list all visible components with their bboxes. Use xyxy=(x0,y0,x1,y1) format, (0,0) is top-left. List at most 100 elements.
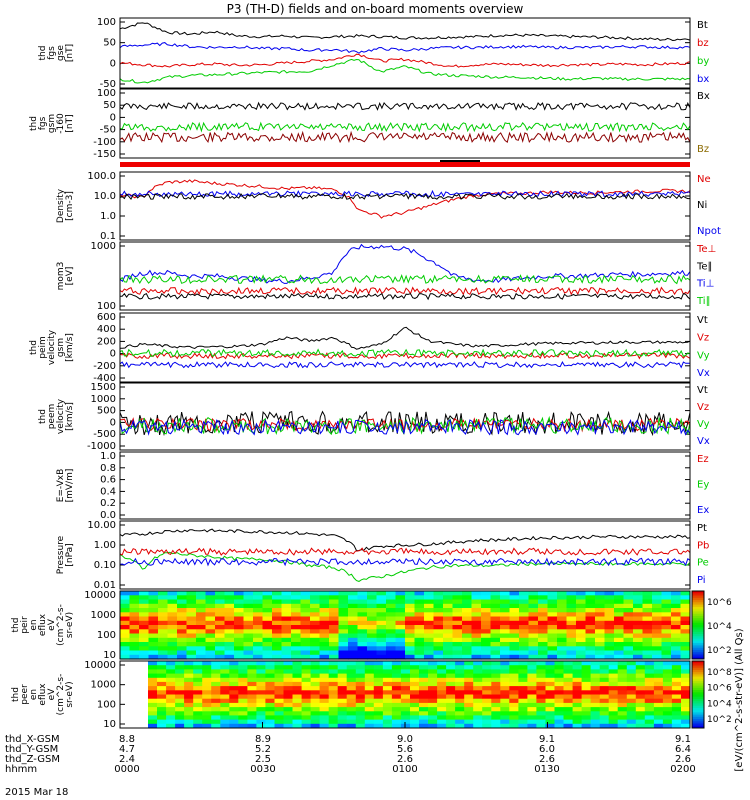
spectrogram-cell xyxy=(301,677,312,683)
spectrogram-cell xyxy=(247,719,257,725)
spectrogram-cell xyxy=(292,698,302,704)
spectrogram-cell xyxy=(614,646,624,652)
spectrogram-cell xyxy=(129,599,140,605)
y-tick-label: -50 xyxy=(100,125,116,136)
spectrogram-cell xyxy=(338,595,349,601)
spectrogram-cell xyxy=(585,620,596,626)
spectrogram-cell xyxy=(373,702,384,708)
spectrogram-cell xyxy=(545,665,555,670)
spectrogram-cell xyxy=(608,694,619,700)
spectrogram-cell xyxy=(256,665,266,670)
spectrogram-cell xyxy=(481,637,491,643)
spectrogram-cell xyxy=(635,665,646,670)
spectrogram-cell xyxy=(400,686,411,691)
spectrogram-cell xyxy=(328,715,339,721)
spectrogram-cell xyxy=(196,620,206,626)
y-tick-label: 10.00 xyxy=(87,520,116,531)
spectrogram-cell xyxy=(224,633,235,639)
spectrogram-cell xyxy=(410,694,420,700)
spectrogram-cell xyxy=(623,654,634,660)
spectrogram-cell xyxy=(563,677,573,683)
spectrogram-cell xyxy=(265,698,275,704)
y-axis-label: peem xyxy=(47,404,57,430)
spectrogram-cell xyxy=(238,673,248,679)
spectrogram-cell xyxy=(576,595,586,601)
spectrogram-cell xyxy=(265,686,275,691)
spectrogram-cell xyxy=(229,694,239,700)
spectrogram-cell xyxy=(177,637,187,643)
spectrogram-cell xyxy=(205,642,216,647)
spectrogram-cell xyxy=(234,637,244,643)
spectrogram-cell xyxy=(536,723,546,729)
spectrogram-cell xyxy=(473,702,483,708)
spectrogram-cell xyxy=(473,665,483,670)
spectrogram-cell xyxy=(414,599,425,605)
y-axis-label: (cm^2-s- xyxy=(56,674,66,716)
spectrogram-cell xyxy=(328,661,339,666)
spectrogram-cell xyxy=(473,723,483,729)
spectrogram-cell xyxy=(158,654,168,660)
legend-bz: bz xyxy=(697,38,709,49)
colorbar-segment xyxy=(692,683,704,686)
spectrogram-cell xyxy=(167,599,178,605)
spectrogram-cell xyxy=(547,608,558,613)
spectrogram-cell xyxy=(635,694,646,700)
spectrogram-cell xyxy=(395,612,406,618)
spectrogram-cell xyxy=(536,661,546,666)
spectrogram-cell xyxy=(301,702,312,708)
spectrogram-cell xyxy=(391,715,402,721)
spectrogram-cell xyxy=(291,603,301,609)
spectrogram-cell xyxy=(633,637,643,643)
spectrogram-cell xyxy=(671,694,682,700)
spectrogram-cell xyxy=(376,599,387,605)
spectrogram-cell xyxy=(355,686,366,691)
spectrogram-cell xyxy=(300,642,311,647)
spectrogram-cell xyxy=(158,650,168,656)
spectrogram-cell xyxy=(148,690,158,695)
spectrogram-cell xyxy=(256,698,266,704)
y-tick-label: 100 xyxy=(97,301,116,312)
spectrogram-cell xyxy=(205,599,216,605)
spectrogram-cell xyxy=(419,661,429,666)
spectrogram-cell xyxy=(166,723,176,729)
colorbar-segment xyxy=(692,716,704,720)
spectrogram-cell xyxy=(364,723,375,729)
spectrogram-cell xyxy=(120,612,130,618)
spectrogram-cell xyxy=(243,608,254,613)
spectrogram-cell xyxy=(547,595,558,601)
spectrogram-cell xyxy=(193,698,203,704)
series-fgs-gse-bx xyxy=(119,42,691,54)
spectrogram-cell xyxy=(357,637,368,643)
spectrogram-cell xyxy=(528,620,539,626)
spectrogram-cell xyxy=(617,723,628,729)
spectrogram-cell xyxy=(433,599,444,605)
spectrogram-cell xyxy=(633,629,643,635)
spectrogram-cell xyxy=(281,616,292,622)
spectrogram-cell xyxy=(424,599,434,605)
spectrogram-cell xyxy=(410,686,420,691)
spectrogram-cell xyxy=(481,603,491,609)
spectrogram-cell xyxy=(545,681,555,687)
spectrogram-cell xyxy=(614,637,624,643)
spectrogram-cell xyxy=(437,677,447,683)
y-axis-label: eV xyxy=(47,618,57,631)
spectrogram-cell xyxy=(265,669,275,675)
spectrogram-cell xyxy=(433,603,444,609)
spectrogram-cell xyxy=(642,612,653,618)
spectrogram-cell xyxy=(386,603,396,609)
y-axis-label: eflux xyxy=(38,683,48,706)
spectrogram-cell xyxy=(414,612,425,618)
spectrogram-cell xyxy=(626,669,637,675)
spectrogram-cell xyxy=(243,646,254,652)
colorbar-segment xyxy=(692,627,704,631)
colorbar-segment xyxy=(692,649,704,653)
spectrogram-cell xyxy=(205,608,216,613)
spectrogram-cell xyxy=(148,595,159,601)
spectrogram-cell xyxy=(681,669,691,675)
spectrogram-cell xyxy=(433,637,444,643)
colorbar-segment xyxy=(692,602,704,606)
spectrogram-cell xyxy=(202,665,212,670)
spectrogram-cell xyxy=(346,681,357,687)
spectrogram-cell xyxy=(337,711,348,716)
